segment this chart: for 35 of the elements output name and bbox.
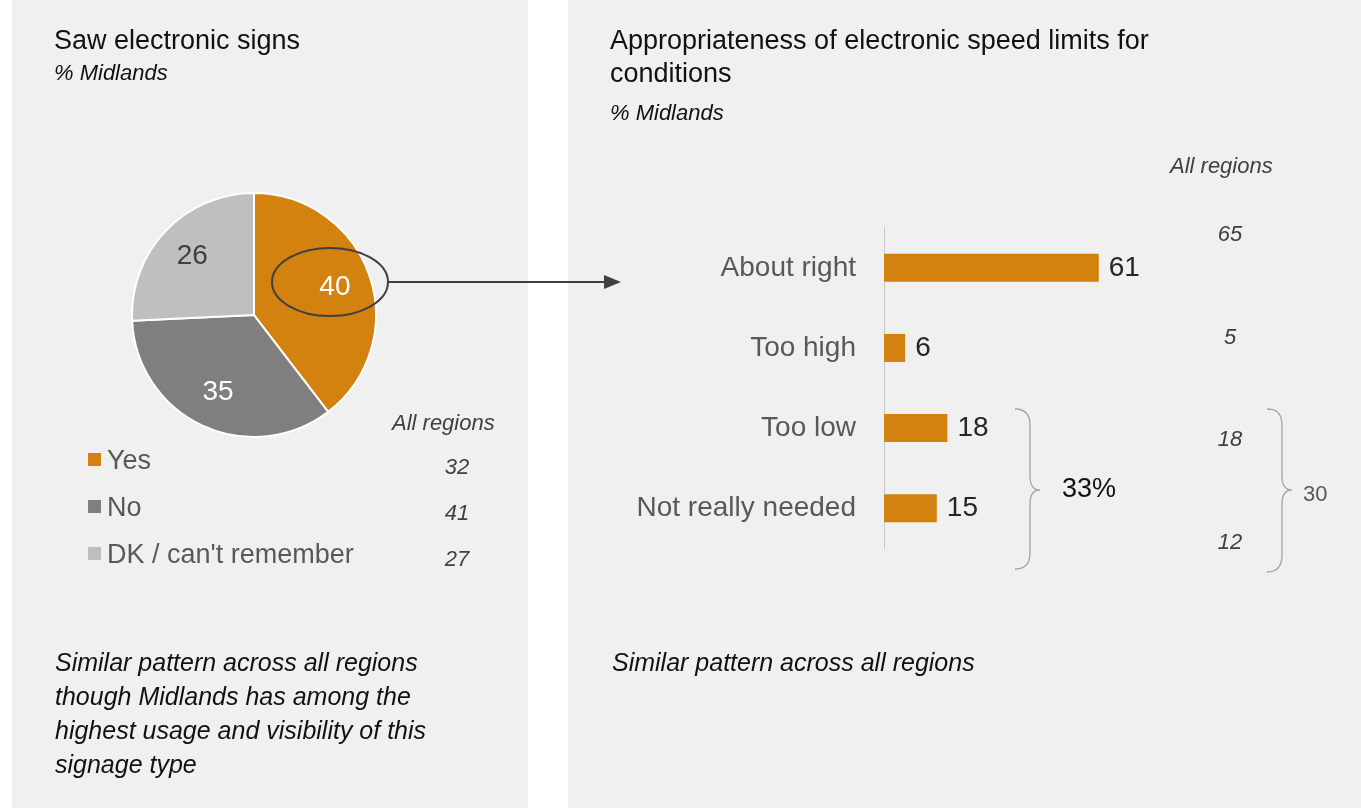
y-tick-label: Not really needed	[636, 490, 856, 522]
bar	[884, 253, 1099, 282]
legend-label: DK / can't remember	[106, 539, 354, 570]
text: Similar pattern across all regions though Midlands has among the highest usage and visibility of this signage type	[55, 647, 428, 780]
text: % Midlands	[610, 100, 724, 126]
legend-label: Yes	[106, 445, 152, 476]
chart-title: Saw electronic signs	[54, 24, 302, 57]
chart-title: Appropriateness of electronic speed limits for conditions	[610, 24, 1150, 90]
data-label: 40	[319, 270, 351, 302]
data-label: 61	[1108, 250, 1140, 282]
chart-subtitle: % Midlands	[54, 60, 168, 86]
text: 18	[1217, 426, 1243, 453]
annotation: 33%	[1062, 473, 1117, 504]
y-tick-label: About right	[720, 250, 857, 282]
text: All regions	[1170, 153, 1273, 179]
data-label: 6	[915, 330, 931, 362]
text: 12	[1217, 528, 1243, 555]
bar	[884, 414, 948, 443]
y-tick-label: Too high	[750, 330, 856, 362]
text: Similar pattern across all regions	[612, 647, 975, 678]
legend-label: No	[106, 492, 142, 523]
text: 5	[1223, 323, 1237, 350]
text: 65	[1217, 221, 1243, 248]
data-label: 18	[957, 410, 989, 442]
text: 27	[444, 546, 470, 572]
text: 32	[444, 454, 470, 480]
bar	[884, 494, 937, 523]
bar	[884, 333, 906, 362]
data-label: 15	[946, 490, 978, 522]
data-label: 35	[202, 375, 234, 407]
text: 41	[444, 500, 470, 526]
text: 30	[1303, 481, 1328, 507]
y-tick-label: Too low	[761, 410, 857, 442]
text: All regions	[392, 410, 495, 436]
data-label: 26	[176, 238, 208, 270]
